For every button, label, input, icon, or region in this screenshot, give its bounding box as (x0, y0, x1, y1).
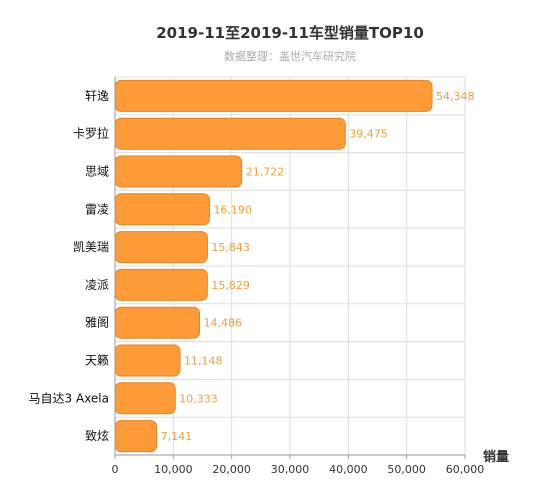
x-tick-label: 20,000 (212, 463, 251, 476)
bar-7 (114, 306, 201, 339)
category-label: 卡罗拉 (73, 126, 109, 141)
x-tick-label: 30,000 (271, 463, 310, 476)
category-label: 轩逸 (85, 89, 109, 103)
value-label: 15,829 (211, 279, 250, 292)
category-label: 致炫 (85, 428, 109, 443)
bar-8 (114, 344, 181, 377)
bar-6 (114, 268, 208, 301)
bar-4 (114, 193, 210, 226)
x-tick-label: 50,000 (387, 463, 426, 476)
category-label: 雷凌 (85, 202, 109, 216)
category-label: 天籁 (85, 353, 109, 368)
value-label: 7,141 (161, 430, 193, 443)
category-label: 思域 (85, 165, 109, 179)
bar-10 (114, 420, 158, 453)
bar-3 (114, 155, 243, 188)
value-label: 16,190 (213, 203, 252, 216)
bar-2 (114, 117, 346, 150)
category-label: 马自达3 Axela (29, 391, 109, 405)
value-label: 14,486 (204, 317, 243, 330)
value-label: 39,475 (349, 128, 388, 141)
bar-9 (114, 382, 176, 415)
category-label: 凌派 (85, 278, 109, 292)
bars: 54,348 39,475 21,722 16,190 15,843 15,829 14,4… (114, 79, 475, 453)
x-tick-label: 0 (112, 463, 119, 476)
x-tick-label: 10,000 (154, 463, 193, 476)
chart-title: 2019-11至2019-11车型销量TOP10 (156, 24, 424, 42)
chart-subtitle: 数据整理：盖世汽车研究院 (224, 49, 356, 63)
x-tick-label: 40,000 (329, 463, 368, 476)
category-label: 凯美瑞 (73, 240, 109, 254)
value-label: 54,348 (436, 90, 475, 103)
bar-1 (114, 79, 433, 112)
bar-5 (114, 231, 208, 264)
value-label: 15,843 (211, 241, 250, 254)
x-axis-title: 销量 (483, 449, 509, 465)
value-label: 10,333 (179, 392, 218, 405)
value-label: 11,148 (184, 355, 223, 368)
category-label: 雅阁 (85, 315, 109, 330)
x-tick-label: 60,000 (446, 463, 485, 476)
value-label: 21,722 (246, 166, 285, 179)
